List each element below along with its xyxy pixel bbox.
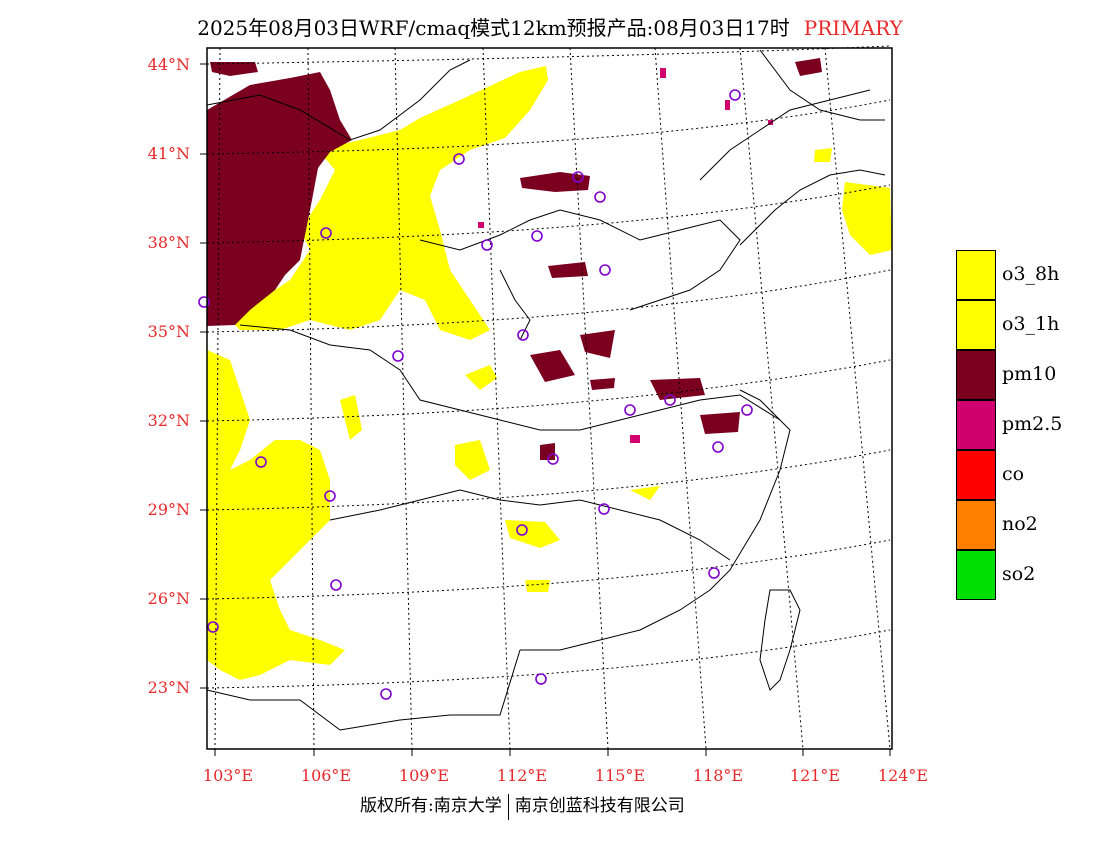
pm10-patch-2 [580,330,615,358]
pm10-patch-ne [795,58,822,76]
pm10-patch-7 [590,378,615,390]
lon-graticule [214,47,891,750]
o3-patch-6 [814,148,832,162]
o3-southwest-region [207,350,345,680]
boundary-lines [206,49,886,731]
pm10-patch-3 [530,350,575,382]
map-area [207,48,892,749]
lon-labels: 103°E 106°E 109°E 112°E 115°E 118°E 121°… [203,766,928,785]
o3-patch-7 [525,580,550,592]
map-frame [206,47,893,750]
legend-swatch [956,550,996,600]
legend-label: co [1002,463,1025,485]
title-main: 2025年08月03日WRF/cmaq模式12km预报产品:08月03日17时 [197,16,790,40]
pm10-patch-4 [650,378,705,400]
legend-label: pm2.5 [1002,413,1063,435]
o3-patch-3 [455,440,490,480]
o3-patch-5 [630,486,660,500]
lon-label: 106°E [301,766,351,785]
pm10-patch-1 [548,262,588,278]
lat-label: 23°N [148,678,190,697]
footer-separator [507,793,509,820]
lat-label: 44°N [148,55,190,74]
lon-label: 103°E [203,766,253,785]
legend-label: o3_8h [1002,263,1060,285]
lon-label: 115°E [595,766,645,785]
pm10-west-region [207,72,352,326]
o3-patch-2 [340,395,362,440]
pm10-patch-5 [700,412,740,434]
station-markers [198,89,753,700]
copyright-left: 版权所有:南京大学 [360,796,502,816]
legend-swatch [956,400,996,450]
lon-ticks [214,749,891,756]
lon-label: 121°E [790,766,840,785]
lon-label: 112°E [497,766,547,785]
copyright-right: 南京创蓝科技有限公司 [514,796,685,816]
o3-patch-east [842,182,892,255]
copyright-footer: 版权所有:南京大学 南京创蓝科技有限公司 [360,791,685,820]
legend-label: no2 [1002,513,1038,535]
legend-swatch [956,350,996,400]
lat-labels: 44°N 41°N 38°N 35°N 32°N 29°N 26°N 23°N [148,55,190,697]
o3-patch-1 [465,365,497,390]
lat-label: 41°N [148,144,190,163]
lon-label: 124°E [878,766,928,785]
pm10-patch-6 [540,443,555,460]
map-title: 2025年08月03日WRF/cmaq模式12km预报产品:08月03日17时 P… [0,12,1100,41]
lat-ticks [200,63,207,689]
lat-label: 29°N [148,500,190,519]
legend-label: so2 [1002,563,1036,585]
lon-label: 109°E [399,766,449,785]
lon-label: 118°E [693,766,743,785]
o3-regions [207,66,892,680]
lat-label: 26°N [148,589,190,608]
legend-swatch [956,250,996,300]
legend-label: pm10 [1002,363,1057,385]
lat-label: 38°N [148,233,190,252]
o3-north-region [230,66,548,340]
lat-label: 32°N [148,411,190,430]
legend-label: o3_1h [1002,313,1060,335]
pm10-patch-nw [210,62,258,76]
title-primary-tag: PRIMARY [803,16,903,40]
legend-swatch [956,500,996,550]
legend-swatch [956,450,996,500]
legend-swatch [956,300,996,350]
lat-label: 35°N [148,322,190,341]
